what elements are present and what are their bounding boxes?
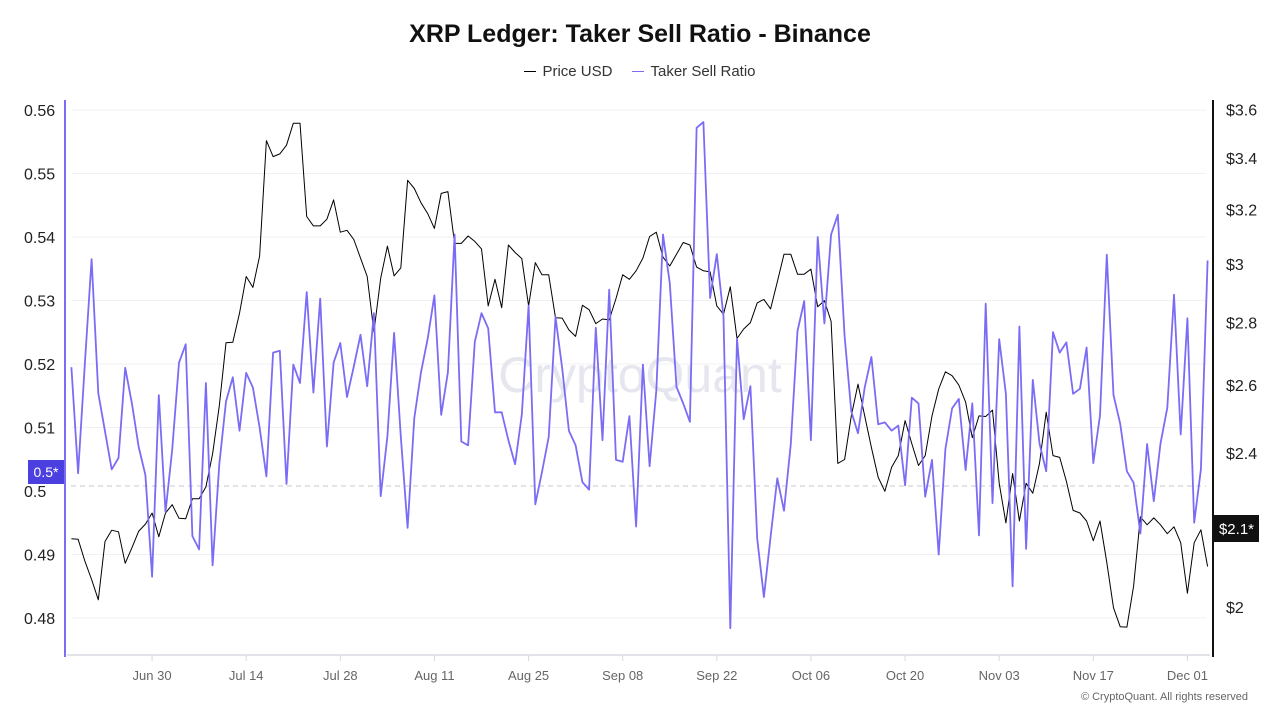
current-price-badge <box>1214 515 1259 542</box>
x-axis-tick-label: Oct 06 <box>792 668 830 683</box>
reference-badge-label: 0.5* <box>34 464 59 480</box>
left-axis-tick-label: 0.56 <box>24 103 55 120</box>
x-axis-tick-label: Aug 11 <box>414 668 454 683</box>
copyright: © CryptoQuant. All rights reserved <box>1080 691 1248 703</box>
legend: Price USD Taker Sell Ratio <box>0 63 1280 80</box>
legend-item-price[interactable]: Price USD <box>524 63 612 80</box>
left-axis-tick-label: 0.53 <box>24 294 55 311</box>
x-axis-tick-label: Aug 25 <box>508 668 549 683</box>
left-axis-tick-label: 0.52 <box>24 357 55 374</box>
x-axis-tick-label: Jun 30 <box>133 668 172 683</box>
x-axis-tick-label: Sep 22 <box>696 668 737 683</box>
left-axis-tick-label: 0.5 <box>24 484 46 501</box>
right-axis-tick-label: $2.4 <box>1226 446 1257 463</box>
left-axis-tick-label: 0.48 <box>24 611 55 628</box>
right-axis-tick-label: $2 <box>1226 600 1244 617</box>
x-axis-tick-label: Jul 28 <box>323 668 358 683</box>
x-axis-tick-label: Jul 14 <box>229 668 264 683</box>
left-axis-tick-label: 0.51 <box>24 421 55 438</box>
series-line-taker-sell-ratio <box>70 121 1209 630</box>
legend-label-price: Price USD <box>542 63 613 80</box>
right-axis-tick-label: $3.6 <box>1226 103 1257 120</box>
left-axis-tick-label: 0.49 <box>24 548 55 565</box>
x-axis-tick-label: Sep 08 <box>602 668 643 683</box>
chart-title: XRP Ledger: Taker Sell Ratio - Binance <box>409 20 871 48</box>
right-axis-tick-label: $3.4 <box>1226 151 1257 168</box>
legend-item-taker-sell-ratio[interactable]: Taker Sell Ratio <box>632 63 756 80</box>
x-axis-tick-label: Oct 20 <box>886 668 924 683</box>
current-price-label: $2.1* <box>1219 521 1254 538</box>
watermark: CryptoQuant <box>498 347 782 403</box>
right-axis-tick-label: $2.8 <box>1226 315 1257 332</box>
series-line-price-usd <box>71 122 1209 628</box>
legend-label-ratio: Taker Sell Ratio <box>650 63 756 80</box>
x-axis-tick-label: Nov 03 <box>979 668 1020 683</box>
left-axis-tick-label: 0.55 <box>24 167 55 184</box>
legend-swatch-ratio <box>632 71 645 72</box>
reference-badge <box>28 460 64 484</box>
left-axis-tick-label: 0.54 <box>24 230 55 247</box>
right-axis-tick-label: $3 <box>1226 257 1244 274</box>
x-axis-tick-label: Nov 17 <box>1073 668 1114 683</box>
x-axis-tick-label: Dec 01 <box>1167 668 1208 683</box>
legend-swatch-price <box>524 71 537 72</box>
right-axis-tick-label: $3.2 <box>1226 202 1257 219</box>
right-axis-tick-label: $2.6 <box>1226 378 1257 395</box>
